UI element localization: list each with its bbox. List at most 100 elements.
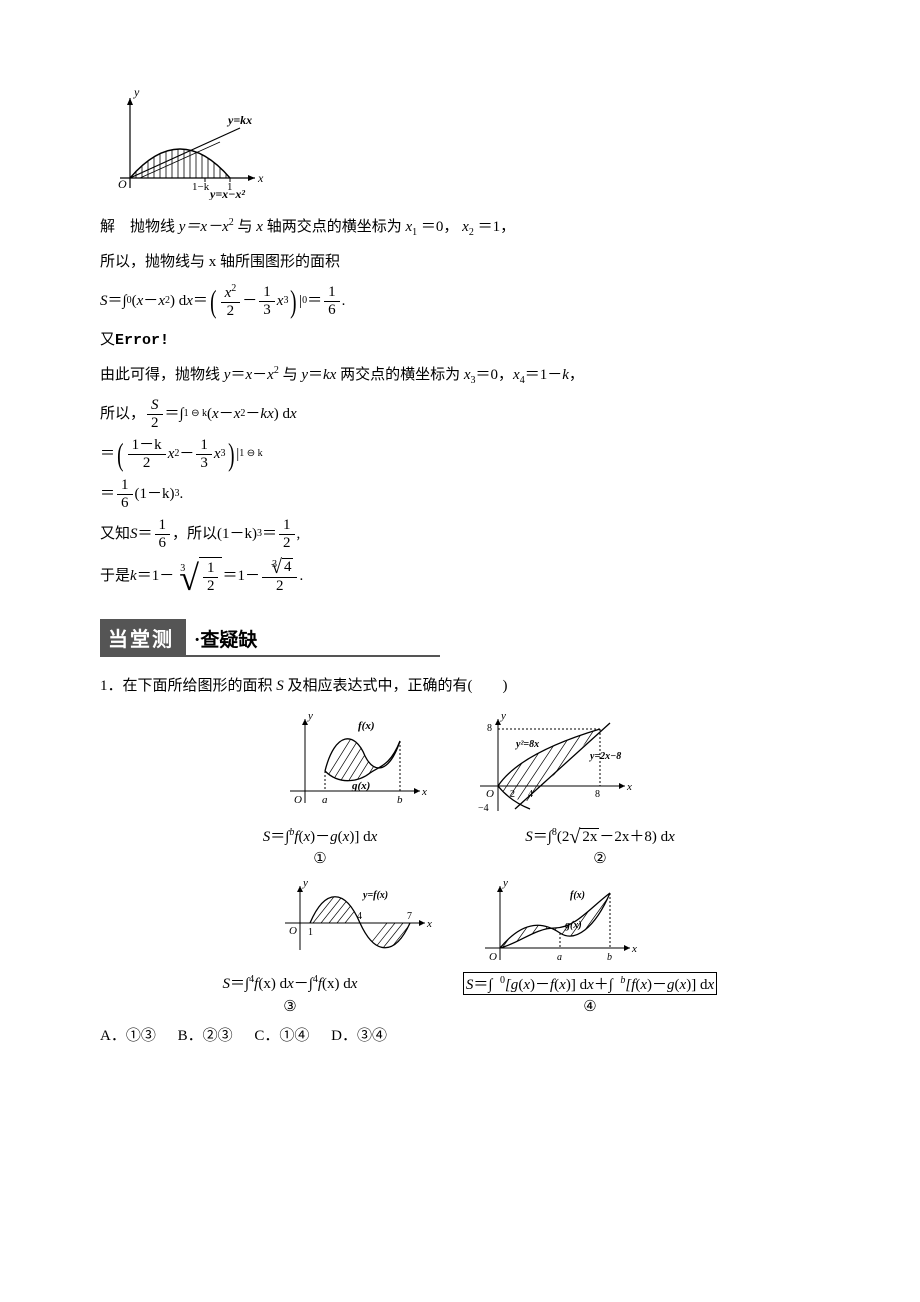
svg-text:O: O: [294, 794, 302, 806]
t: S: [276, 678, 284, 694]
svg-text:x: x: [421, 786, 427, 798]
t: ，所以(1－k): [172, 519, 257, 549]
banner-rest: ·查疑缺: [186, 625, 257, 655]
svg-text:y=2x−8: y=2x−8: [589, 751, 621, 762]
svg-text:a: a: [322, 794, 328, 806]
svg-text:y: y: [133, 90, 140, 99]
svg-text:f(x): f(x): [570, 890, 585, 901]
banner-rule: [100, 655, 440, 657]
frac: S2: [147, 397, 163, 431]
opt-b: B．②③: [178, 1028, 233, 1044]
t: ＝1，: [478, 219, 516, 235]
svg-text:b: b: [397, 794, 403, 806]
expr-row-1: S＝∫bf(x)－g(x)] dx S＝∫8(2√2x－2x＋8) dx: [100, 825, 820, 848]
banner-box: 当堂测: [100, 619, 186, 655]
t: 又: [100, 332, 115, 348]
svg-text:g(x): g(x): [351, 780, 370, 792]
frac: 16: [324, 284, 340, 318]
svg-text:g(x): g(x): [564, 920, 582, 931]
t: 解 抛物线: [100, 219, 179, 235]
sol-line9: 于是 k ＝1－ 3 √ 12 ＝1－ 3√4 2 .: [100, 557, 820, 595]
sol-eq-S: S ＝ ∫0 (x－x2) dx ＝ ( x22 － 13 x3 ) |0 ＝ …: [100, 283, 820, 319]
svg-text:y: y: [302, 878, 308, 889]
svg-text:x: x: [257, 171, 264, 185]
page: y x O y=kx y=x−x² 1−k 1 解 抛物线 y＝x－x2 与 x…: [0, 0, 920, 1105]
fig-b: y x O 2 4 8 −4 8 y²=8x y=2x−8: [470, 711, 640, 821]
svg-text:1−k: 1−k: [192, 181, 210, 193]
svg-text:x: x: [631, 943, 637, 955]
t: k: [130, 561, 137, 591]
svg-text:a: a: [557, 952, 562, 963]
t: x: [277, 286, 284, 316]
t: 1 ⊖ k: [239, 444, 262, 464]
svg-text:1: 1: [227, 181, 233, 193]
svg-text:2: 2: [510, 789, 515, 800]
opt-c: C．①④: [254, 1028, 309, 1044]
frac: 12: [279, 517, 295, 551]
t: y＝x－x: [179, 219, 229, 235]
t: (1－k): [135, 479, 175, 509]
figs-row-2: y x O 1 4 7 y=f(x): [100, 878, 820, 968]
t: x: [290, 399, 297, 429]
t: ＝1－: [222, 561, 260, 591]
t: x: [168, 439, 175, 469]
lparen: (: [210, 285, 216, 317]
expr4: S＝∫ 0[g(x)－f(x)] dx＋∫ b[f(x)－g(x)] dx: [440, 972, 740, 995]
t: ＝: [307, 286, 322, 316]
t: ＝0，: [421, 219, 459, 235]
t: x: [214, 439, 221, 469]
svg-text:8: 8: [595, 789, 600, 800]
t: ＝: [193, 286, 208, 316]
t: S: [130, 519, 138, 549]
circ1: ①: [200, 849, 440, 868]
svg-text:O: O: [289, 925, 297, 937]
t: 轴两交点的横坐标为: [267, 219, 406, 235]
sol-line4: 由此可得，抛物线 y＝x－x2 与 y＝kx 两交点的横坐标为 x3＝0，x4＝…: [100, 360, 820, 391]
options: A．①③ B．②③ C．①④ D．③④: [100, 1024, 820, 1045]
svg-text:7: 7: [407, 911, 412, 922]
frac: 13: [259, 284, 275, 318]
t: ＝: [100, 439, 115, 469]
circ-row-1: ① ②: [100, 849, 820, 868]
error-text: Error!: [115, 332, 169, 349]
svg-text:y=f(x): y=f(x): [362, 890, 388, 901]
t: 所以，: [100, 399, 145, 429]
q1-text: 1．在下面所给图形的面积 S 及相应表达式中，正确的有( ): [100, 671, 820, 701]
svg-text:1: 1: [308, 927, 313, 938]
svg-text:4: 4: [357, 911, 362, 922]
svg-text:f(x): f(x): [358, 720, 375, 732]
rparen: ): [291, 285, 297, 317]
svg-text:4: 4: [528, 789, 533, 800]
frac: x22: [221, 283, 241, 319]
fig-d: y x O a b f(x) g(x): [475, 878, 645, 968]
fig1: y x O y=kx y=x−x² 1−k 1: [100, 90, 820, 200]
section-banner: 当堂测 ·查疑缺: [100, 619, 820, 657]
opt-d: D．③④: [331, 1028, 387, 1044]
cbrt: 3 √ 12: [174, 557, 222, 594]
t: 1 ⊖ k: [184, 404, 207, 424]
t: x: [186, 286, 193, 316]
t: ＝: [108, 286, 123, 316]
svg-text:O: O: [489, 951, 497, 963]
svg-text:−4: −4: [478, 803, 489, 814]
svg-text:y: y: [502, 878, 508, 889]
fig1-svg: y x O y=kx y=x−x² 1−k 1: [100, 90, 270, 200]
svg-text:x: x: [626, 781, 632, 793]
svg-text:b: b: [607, 952, 612, 963]
t: x: [462, 219, 469, 235]
fig-c: y x O 1 4 7 y=f(x): [275, 878, 435, 968]
svg-text:y: y: [307, 711, 313, 722]
circ4: ④: [440, 997, 740, 1016]
frac: 1－k2: [128, 437, 166, 471]
sol-line7: ＝ 16 (1－k)3.: [100, 477, 820, 511]
t: ＝: [165, 399, 180, 429]
expr3: S＝∫4f(x) dx－∫4f(x) dx: [180, 972, 400, 995]
fig-a: y x O a b f(x) g(x): [280, 711, 430, 821]
sol-line2: 所以，抛物线与 x 轴所围图形的面积: [100, 247, 820, 277]
t: ＝: [100, 479, 115, 509]
circ-row-2: ③ ④: [100, 997, 820, 1016]
frac: 13: [196, 437, 212, 471]
svg-text:x: x: [426, 918, 432, 930]
svg-text:y=kx: y=kx: [226, 113, 252, 127]
expr2: S＝∫8(2√2x－2x＋8) dx: [480, 825, 720, 848]
